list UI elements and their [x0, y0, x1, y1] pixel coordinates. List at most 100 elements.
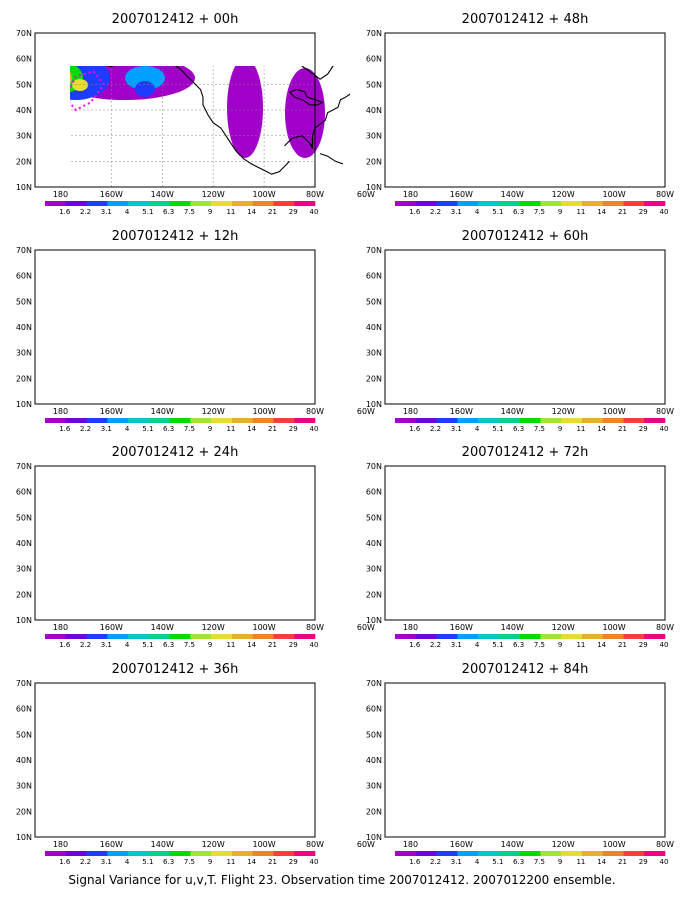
colorbar-label: 40	[310, 858, 319, 866]
latitude-tick-label: 20N	[16, 590, 32, 599]
longitude-tick-label: 120W	[552, 840, 575, 849]
longitude-tick-label: 60W	[357, 190, 375, 199]
latitude-tick-label: 40N	[366, 539, 382, 548]
longitude-tick-label: 80W	[656, 407, 674, 416]
colorbar: 1.6 2.2 3.1 4 5.1 6.3 7.5 9 11 14 21 29 40	[395, 851, 668, 866]
colorbar-label: 21	[618, 425, 627, 433]
colorbar-label: 2.2	[430, 208, 441, 216]
colorbar-swatch	[519, 418, 541, 423]
colorbar-label: 3.1	[101, 641, 112, 649]
colorbar-label: 2.2	[430, 858, 441, 866]
colorbar-swatch	[644, 418, 666, 423]
colorbar-label: 6.3	[513, 208, 524, 216]
colorbar-label: 29	[639, 425, 648, 433]
longitude-tick-label: 140W	[501, 840, 524, 849]
colorbar-swatch	[211, 634, 233, 639]
colorbar-label: 29	[639, 641, 648, 649]
longitude-tick-label: 140W	[501, 623, 524, 632]
colorbar-label: 3.1	[101, 858, 112, 866]
latitude-tick-label: 60N	[16, 272, 32, 281]
latitude-tick-label: 60N	[16, 705, 32, 714]
latitude-tick-label: 50N	[16, 80, 32, 89]
colorbar-swatch	[540, 851, 562, 856]
colorbar-swatch	[457, 851, 479, 856]
colorbar-swatch	[478, 418, 500, 423]
colorbar-label: 1.6	[409, 425, 421, 433]
colorbar-label: 4	[475, 641, 480, 649]
latitude-tick-label: 60N	[16, 55, 32, 64]
map-frame	[34, 465, 316, 621]
latitude-tick-label: 70N	[366, 29, 382, 38]
colorbar-label: 11	[226, 425, 235, 433]
colorbar-swatch	[478, 201, 500, 206]
variance-contour	[72, 79, 88, 91]
colorbar-label: 14	[597, 208, 606, 216]
colorbar-label: 14	[247, 425, 256, 433]
latitude-tick-label: 50N	[16, 513, 32, 522]
colorbar-swatch	[65, 418, 87, 423]
colorbar-label: 29	[639, 208, 648, 216]
map-frame	[384, 682, 666, 838]
longitude-tick-label: 180	[53, 190, 68, 199]
colorbar-swatch	[107, 634, 129, 639]
colorbar-label: 14	[247, 208, 256, 216]
map-background	[385, 33, 665, 187]
longitude-tick-label: 80W	[306, 623, 324, 632]
colorbar-swatch	[294, 851, 316, 856]
colorbar-swatch	[169, 418, 191, 423]
colorbar-label: 29	[289, 208, 298, 216]
longitude-tick-label: 160W	[450, 190, 473, 199]
colorbar-swatch	[581, 201, 603, 206]
colorbar-swatch	[294, 201, 316, 206]
colorbar-label: 5.1	[492, 208, 503, 216]
longitude-tick-label: 180	[403, 407, 418, 416]
colorbar-label: 6.3	[163, 208, 174, 216]
longitude-tick-label: 80W	[306, 190, 324, 199]
colorbar-label: 5.1	[142, 641, 153, 649]
colorbar-label: 11	[576, 641, 585, 649]
longitude-tick-label: 60W	[357, 407, 375, 416]
colorbar-swatch	[294, 418, 316, 423]
latitude-tick-label: 70N	[366, 679, 382, 688]
map-panel: 2007012412 + 60h 180 160W 140W 120W 100W 80W 60…	[366, 229, 674, 433]
colorbar-swatch	[107, 851, 129, 856]
colorbar: 1.6 2.2 3.1 4 5.1 6.3 7.5 9 11 14 21 29 40	[45, 201, 318, 216]
longitude-tick-label: 160W	[100, 623, 123, 632]
colorbar-label: 1.6	[59, 858, 71, 866]
latitude-tick-label: 40N	[16, 756, 32, 765]
coastline	[289, 88, 325, 106]
colorbar-swatch	[252, 418, 274, 423]
latitude-tick-label: 20N	[366, 157, 382, 166]
colorbar-label: 5.1	[142, 208, 153, 216]
latitude-tick-label: 20N	[16, 157, 32, 166]
latitude-tick-label: 10N	[366, 183, 382, 192]
colorbar-swatch	[65, 634, 87, 639]
variance-contour	[125, 66, 165, 90]
colorbar-label: 21	[618, 208, 627, 216]
coastline	[319, 153, 344, 165]
colorbar: 1.6 2.2 3.1 4 5.1 6.3 7.5 9 11 14 21 29 40	[45, 418, 318, 433]
colorbar-label: 1.6	[59, 208, 71, 216]
colorbar-swatch	[169, 851, 191, 856]
map-frame	[384, 465, 666, 621]
map-frame	[34, 249, 316, 405]
colorbar-label: 2.2	[80, 425, 91, 433]
latitude-tick-label: 40N	[16, 106, 32, 115]
map-panel: 2007012412 + 36h 180 160W 140W 120W 100W 80W 60…	[16, 662, 375, 866]
panel-title: 2007012412 + 00h	[112, 12, 239, 27]
colorbar-label: 29	[639, 858, 648, 866]
colorbar-label: 5.1	[492, 641, 503, 649]
longitude-tick-label: 180	[53, 840, 68, 849]
longitude-tick-label: 160W	[450, 407, 473, 416]
colorbar: 1.6 2.2 3.1 4 5.1 6.3 7.5 9 11 14 21 29 40	[45, 851, 318, 866]
longitude-tick-label: 180	[403, 840, 418, 849]
longitude-tick-label: 120W	[552, 623, 575, 632]
coastline	[670, 154, 693, 164]
colorbar-label: 3.1	[101, 425, 112, 433]
colorbar-swatch	[231, 851, 253, 856]
colorbar-swatch	[602, 201, 624, 206]
colorbar-label: 9	[208, 208, 212, 216]
colorbar-swatch	[644, 851, 666, 856]
colorbar-label: 7.5	[534, 641, 545, 649]
longitude-tick-label: 120W	[202, 407, 225, 416]
